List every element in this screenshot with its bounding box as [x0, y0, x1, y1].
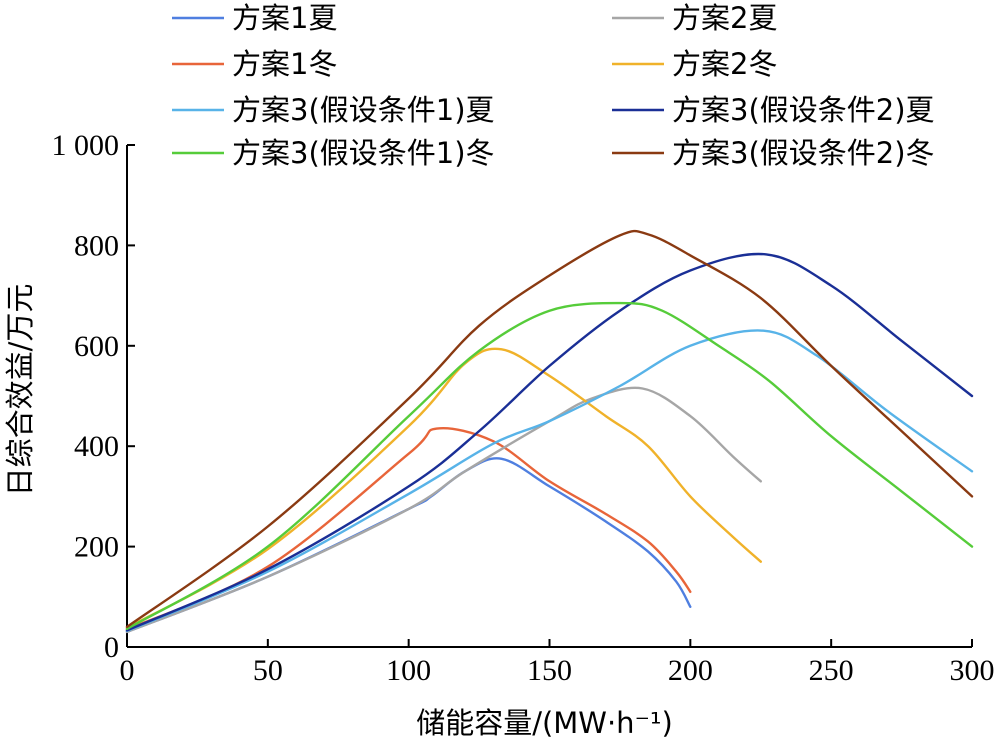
- x-tick-label: 150: [527, 654, 572, 687]
- x-tick-label: 100: [386, 654, 431, 687]
- series-line-8: [125, 229, 974, 629]
- x-tick-label: 300: [950, 654, 995, 687]
- x-tick-label: 250: [809, 654, 854, 687]
- y-ticks: 0 200 400 600 800 1 000: [52, 129, 135, 664]
- series-line-5: [125, 329, 974, 633]
- legend-label: 方案2冬: [672, 47, 777, 81]
- legend-label: 方案1夏: [232, 1, 337, 35]
- plot-lines: [125, 229, 974, 634]
- legend-label: 方案2夏: [672, 1, 777, 35]
- x-axis-title: 储能容量/(MW·h⁻¹): [416, 706, 673, 740]
- x-ticks: 0 50 100 150 200 250 300: [120, 639, 995, 687]
- y-tick-label: 0: [104, 631, 119, 664]
- y-tick-label: 200: [74, 531, 119, 564]
- legend-label: 方案1冬: [232, 47, 337, 81]
- legend-label: 方案3(假设条件2)夏: [672, 93, 935, 127]
- y-tick-label: 1 000: [52, 129, 120, 162]
- legend-label: 方案3(假设条件2)冬: [672, 136, 935, 170]
- y-tick-label: 800: [74, 229, 119, 262]
- series-line-2: [125, 426, 692, 631]
- series-line-1: [125, 457, 692, 634]
- axes: 0 50 100 150 200 250 300 0 200 400 600 800 1 000: [52, 129, 995, 687]
- y-tick-label: 400: [74, 430, 119, 463]
- series-line-7: [125, 301, 974, 631]
- legend-label: 方案3(假设条件1)夏: [232, 93, 495, 127]
- x-tick-label: 200: [668, 654, 713, 687]
- y-tick-label: 600: [74, 330, 119, 363]
- y-axis-title: 日综合效益/万元: [3, 284, 37, 497]
- series-line-3: [125, 386, 762, 634]
- series-line-6: [125, 252, 974, 632]
- legend-label: 方案3(假设条件1)冬: [232, 136, 495, 170]
- x-tick-label: 0: [120, 654, 135, 687]
- series-line-4: [125, 347, 762, 630]
- x-tick-label: 50: [253, 654, 283, 687]
